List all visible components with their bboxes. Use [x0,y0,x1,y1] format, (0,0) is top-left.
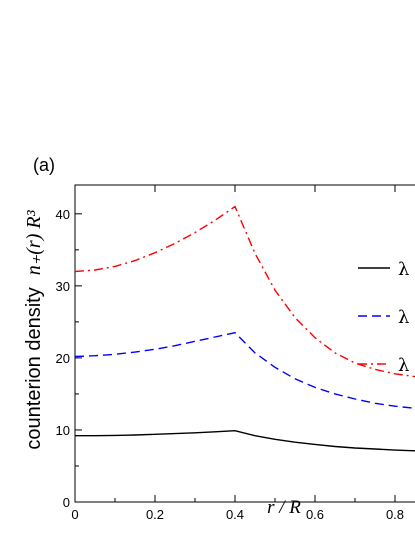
data-point [134,351,136,353]
legend-label-1: λ [398,259,409,280]
y-axis-title-text: counterion density [23,287,45,449]
data-point [214,431,216,433]
data-point [334,393,336,395]
data-point [114,266,116,268]
data-point [334,446,336,448]
x-axis-title: r / R [267,497,301,518]
series-line-2 [74,331,415,409]
data-point [394,405,396,407]
data-point [134,260,136,262]
data-point [334,352,336,354]
y-tick-label: 30 [56,279,70,294]
data-point [274,366,276,368]
data-point [234,430,236,432]
data-point [234,332,236,334]
y-axis-title-group: counterion density n₊(r) R³ [23,209,45,449]
data-point [134,434,136,436]
data-point [274,289,276,291]
data-point [314,337,316,339]
data-point [294,317,296,319]
x-tick-label: 0.8 [386,507,404,522]
data-point [354,362,356,364]
y-axis-title-math: n₊(r) R³ [23,209,45,275]
series-line-1 [75,429,415,452]
data-point [74,271,76,273]
data-point [174,345,176,347]
data-point [254,253,256,255]
data-point [74,356,76,358]
data-point [94,269,96,271]
data-point [294,378,296,380]
y-tick-label: 0 [63,495,70,510]
data-point [74,435,76,437]
data-point [114,435,116,437]
x-tick-label: 0 [71,507,78,522]
data-point [254,352,256,354]
panel-label: (a) [33,155,55,175]
data-point [354,447,356,449]
data-point [154,252,156,254]
legend-label-3: λ [398,355,409,376]
plot-area: 0 0.2 0.4 0.6 0.8 0 10 20 30 40 λ λ λ [56,184,415,522]
data-point [374,369,376,371]
series-line-3 [74,205,415,378]
data-point [154,433,156,435]
data-point [154,348,156,350]
legend-label-2: λ [398,307,409,328]
y-tick-label: 20 [56,351,70,366]
y-axis-title: counterion density n₊(r) R³ [23,209,45,449]
data-point [94,355,96,357]
data-point [314,444,316,446]
data-point [174,433,176,435]
data-point [314,387,316,389]
data-point [374,402,376,404]
data-point [94,435,96,437]
x-tick-label: 0.4 [226,507,244,522]
data-point [174,243,176,245]
data-point [254,435,256,437]
data-point [194,232,196,234]
data-point [214,220,216,222]
y-tick-label: 40 [56,207,70,222]
plot-frame [74,184,415,503]
data-point [234,206,236,208]
data-point [394,373,396,375]
x-tick-label: 0.2 [146,507,164,522]
data-point [114,354,116,356]
data-point [274,439,276,441]
y-tick-label: 10 [56,423,70,438]
data-point [294,441,296,443]
data-point [374,448,376,450]
data-point [194,341,196,343]
data-point [214,336,216,338]
data-point [194,432,196,434]
data-point [354,398,356,400]
x-tick-label: 0.6 [306,507,324,522]
data-point [394,449,396,451]
